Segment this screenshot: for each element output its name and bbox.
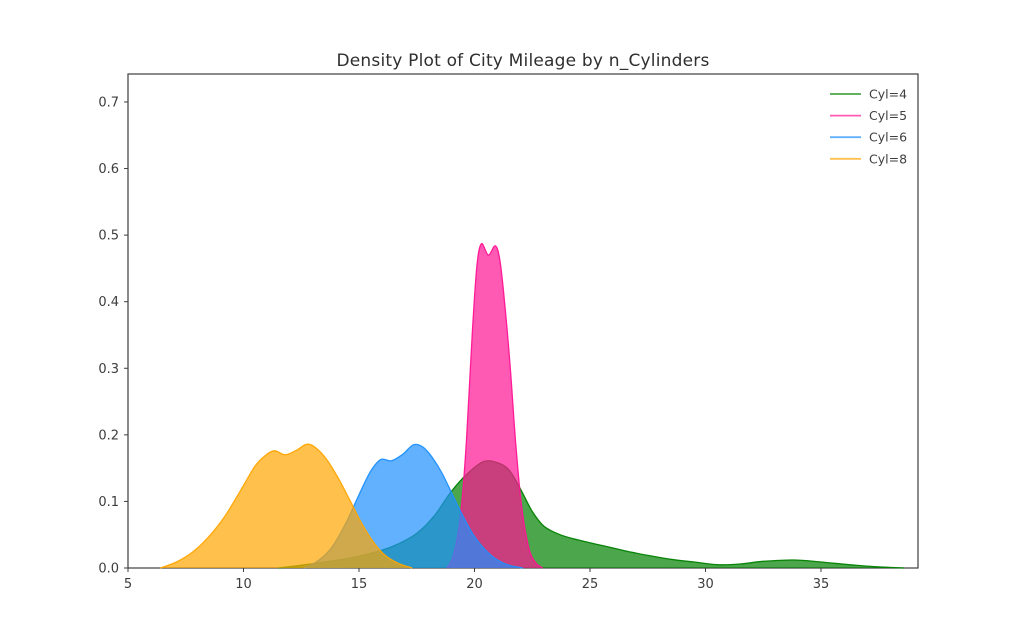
legend-label-cyl5: Cyl=5 <box>869 108 907 123</box>
y-tick-label: 0.6 <box>98 162 119 177</box>
y-tick-label: 0.1 <box>98 495 119 510</box>
x-tick-label: 20 <box>466 577 483 592</box>
density-line-cyl8 <box>160 443 413 569</box>
y-tick-label: 0.5 <box>98 229 119 244</box>
density-line-cyl5 <box>446 243 544 569</box>
x-tick-label: 25 <box>582 577 599 592</box>
legend-label-cyl6: Cyl=6 <box>869 130 907 145</box>
density-area-cyl8 <box>160 444 413 568</box>
x-tick-label: 35 <box>813 577 830 592</box>
y-tick-label: 0.2 <box>98 428 119 443</box>
y-tick-label: 0.0 <box>98 562 119 577</box>
y-tick-label: 0.7 <box>98 95 119 110</box>
density-area-cyl5 <box>446 243 543 568</box>
x-tick-label: 10 <box>235 577 252 592</box>
chart-title: Density Plot of City Mileage by n_Cylind… <box>336 51 710 71</box>
y-tick-label: 0.4 <box>98 295 119 310</box>
legend-label-cyl4: Cyl=4 <box>869 87 907 102</box>
legend-label-cyl8: Cyl=8 <box>869 151 907 166</box>
x-tick-label: 15 <box>351 577 368 592</box>
y-tick-label: 0.3 <box>98 362 119 377</box>
x-tick-label: 30 <box>697 577 714 592</box>
x-tick-label: 5 <box>124 577 132 592</box>
